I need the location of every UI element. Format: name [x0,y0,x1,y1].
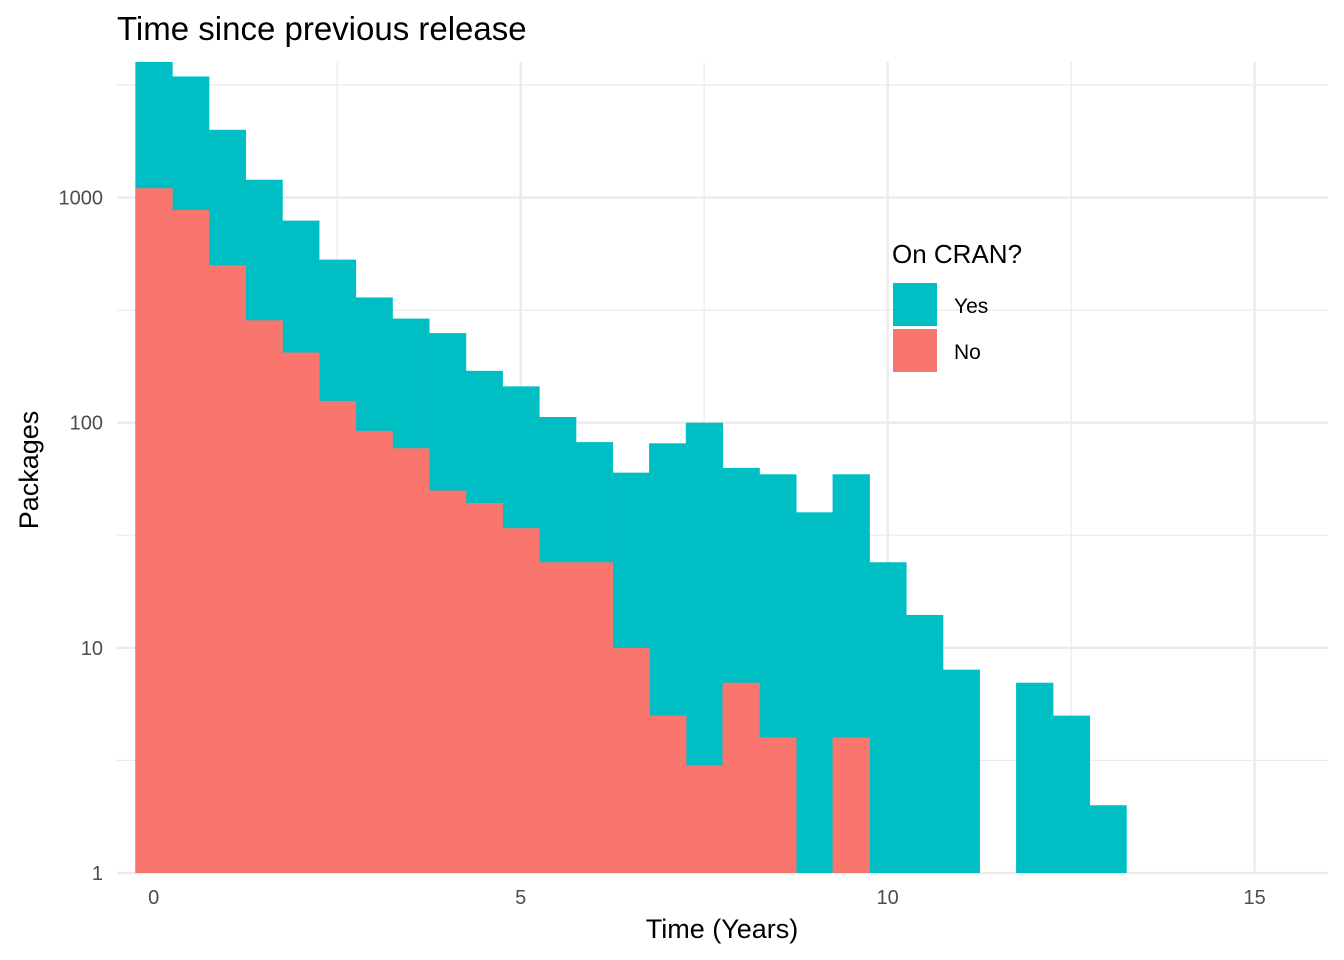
legend-swatch-no [893,329,937,372]
bar-no [318,400,357,873]
x-tick-label: 15 [1243,887,1265,909]
y-tick-labels: 1 10 100 1000 [59,188,104,885]
x-axis-title: Time (Years) [646,914,799,944]
y-tick-label: 100 [70,413,103,435]
bar-no [465,502,503,873]
bar-no [612,647,650,873]
bar-no [428,490,467,873]
y-axis-title: Packages [14,411,44,530]
bar-yes [905,614,944,873]
legend-title: On CRAN? [892,239,1022,269]
bar-no [392,448,430,873]
bar-no [135,188,173,874]
bar-no [832,737,870,873]
bar-yes [942,669,980,873]
legend-label-yes: Yes [954,295,988,318]
x-tick-label: 5 [515,887,526,909]
legend-swatch-yes [893,283,937,326]
bar-yes [1089,805,1127,873]
x-tick-label: 0 [148,887,159,909]
bar-no [282,352,320,873]
bar-no [355,430,393,873]
bar-no [685,765,724,873]
bar-no [502,528,540,873]
bar-no [722,682,760,873]
bar-no [649,715,687,873]
bar-no [539,562,577,873]
x-tick-labels: 0 5 10 15 [148,887,1266,909]
y-tick-label: 1 [92,863,103,885]
chart-title: Time since previous release [117,10,527,47]
legend-label-no: No [954,341,981,364]
x-tick-label: 10 [877,887,899,909]
bar-yes [869,562,907,873]
y-tick-label: 1000 [59,188,104,210]
bar-yes [1052,715,1091,873]
legend: On CRAN? Yes No [892,239,1022,372]
bar-no [172,210,210,873]
bar-no [575,562,614,873]
bar-yes [1016,682,1054,873]
bar-no [759,737,797,873]
bars [135,62,1127,874]
bar-no [245,320,283,873]
bar-no [208,265,247,874]
y-tick-label: 10 [81,638,103,660]
bar-yes [795,512,834,873]
